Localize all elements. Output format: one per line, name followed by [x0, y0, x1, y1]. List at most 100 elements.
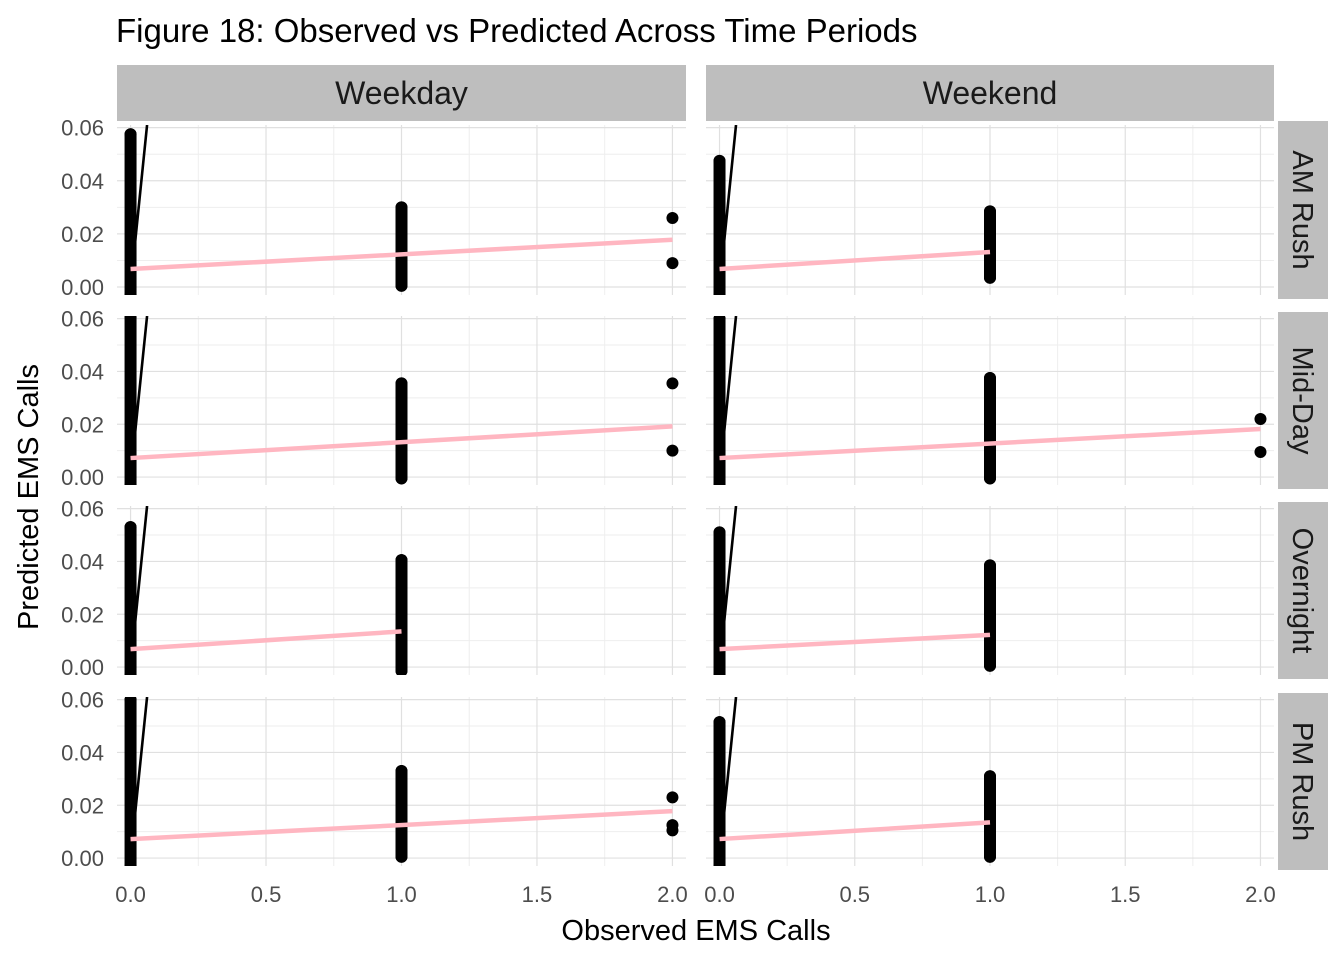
y-tick-label-pm-rush-1: 0.02	[61, 793, 104, 818]
x-tick-label-weekend-1: 0.5	[839, 882, 870, 907]
panel-weekday-mid-day-point-2	[395, 472, 408, 485]
panel-weekday-am-rush-point-3	[395, 201, 408, 214]
panel-weekday-mid-day-fit-line	[130, 424, 673, 461]
facet-strips: Weekday Weekend AM Rush Mid-Day Overnight PM …	[117, 65, 1328, 870]
panel-weekend-am-rush-point-2	[984, 271, 996, 284]
panel-weekend-pm-rush-point-2	[984, 850, 996, 863]
panel-weekend-mid-day	[706, 316, 1274, 485]
panel-weekday-overnight-point-0	[124, 669, 137, 675]
panel-weekend-am-rush-reference-line	[718, 125, 738, 288]
x-axis-label: Observed EMS Calls	[561, 915, 830, 947]
panel-weekday-pm-rush-point-2	[395, 850, 408, 863]
strip-label-am-rush: AM Rush	[1286, 150, 1318, 269]
panel-weekend-mid-day-point-0	[713, 479, 726, 485]
x-tick-label-weekend-3: 1.5	[1110, 882, 1141, 907]
panel-weekend-mid-day-point-3	[984, 372, 996, 385]
panel-weekday-am-rush-point-0	[124, 289, 137, 295]
y-tick-label-am-rush-3: 0.06	[61, 116, 104, 141]
panel-weekday-overnight-point-3	[395, 554, 408, 567]
panel-weekend-overnight-point-1	[713, 526, 726, 539]
y-tick-label-pm-rush-2: 0.04	[61, 740, 104, 765]
y-tick-label-overnight-2: 0.04	[61, 549, 104, 574]
panel-weekend-overnight-plot-area	[713, 506, 996, 675]
panel-weekday-mid-day	[117, 316, 686, 485]
x-tick-label-weekend-2: 1.0	[975, 882, 1006, 907]
strip-label-pm-rush: PM Rush	[1286, 722, 1318, 841]
panel-weekday-mid-day-point-4	[666, 377, 679, 390]
axes: 0.000.020.040.060.000.020.040.060.000.02…	[61, 116, 1276, 907]
panel-weekend-mid-day-fit-line	[719, 426, 1261, 461]
panel-weekend-am-rush-point-0	[713, 289, 726, 295]
panel-weekday-pm-rush-point-1	[124, 697, 137, 706]
panel-weekend-overnight-reference-line	[718, 506, 738, 668]
panel-weekend-mid-day-reference-line	[718, 316, 738, 478]
y-tick-label-overnight-1: 0.02	[61, 602, 104, 627]
strip-overnight	[1278, 502, 1328, 679]
panel-weekday-overnight-plot-area	[124, 506, 408, 675]
strip-label-weekend: Weekend	[923, 75, 1058, 111]
panel-weekend-am-rush-point-4	[984, 207, 996, 220]
x-tick-label-weekday-3: 1.5	[522, 882, 553, 907]
panel-weekday-overnight-reference-line	[129, 506, 149, 668]
panel-weekday-mid-day-plot-area	[124, 316, 679, 485]
panel-weekend-mid-day-plot-area	[713, 316, 1267, 485]
panel-weekday-pm-rush-fit-line	[130, 808, 673, 842]
panel-weekend-am-rush-plot-area	[713, 125, 996, 295]
strip-label-weekday: Weekday	[335, 75, 468, 111]
strip-label-mid-day: Mid-Day	[1286, 347, 1318, 455]
panel-weekday-pm-rush-point-0	[124, 860, 137, 866]
panel-weekday-mid-day-point-3	[395, 377, 408, 390]
x-tick-label-weekday-4: 2.0	[657, 882, 688, 907]
y-tick-label-am-rush-1: 0.02	[61, 222, 104, 247]
panel-weekend-pm-rush-fit-line	[719, 820, 991, 842]
panel-weekday-pm-rush-plot-area	[124, 697, 679, 866]
panel-weekday-pm-rush-point-4	[666, 791, 679, 804]
panel-weekday-overnight-point-1	[124, 521, 137, 534]
x-tick-label-weekday-2: 1.0	[386, 882, 417, 907]
panel-weekend-pm-rush-point-3	[984, 770, 996, 783]
panel-weekday-overnight-point-2	[395, 665, 408, 675]
y-tick-label-mid-day-3: 0.06	[61, 307, 104, 332]
panel-weekend-pm-rush-reference-line	[718, 697, 738, 859]
panel-weekend-overnight-point-2	[984, 659, 996, 672]
panel-weekday-pm-rush-point-3	[395, 764, 408, 777]
y-tick-label-mid-day-1: 0.02	[61, 412, 104, 437]
x-tick-label-weekday-1: 0.5	[251, 882, 282, 907]
panel-weekday-mid-day-reference-line	[129, 316, 149, 478]
y-tick-label-pm-rush-0: 0.00	[61, 846, 104, 871]
panel-weekend-pm-rush-point-0	[713, 860, 726, 866]
panel-weekend-am-rush	[706, 125, 1274, 295]
x-tick-label-weekday-0: 0.0	[115, 882, 146, 907]
strip-pm-rush	[1278, 693, 1328, 870]
panel-weekday-am-rush-point-2	[395, 279, 408, 292]
panel-weekday-am-rush	[117, 125, 686, 295]
strip-mid-day	[1278, 312, 1328, 489]
panel-weekday-am-rush-fit-line	[130, 237, 673, 272]
panel-weekday-am-rush-point-5	[666, 257, 679, 270]
panel-weekend-overnight-point-3	[984, 559, 996, 572]
panel-weekday-am-rush-point-4	[666, 211, 679, 224]
strip-label-overnight: Overnight	[1286, 528, 1318, 654]
panel-weekday-pm-rush-reference-line	[129, 697, 149, 859]
y-tick-label-overnight-0: 0.00	[61, 655, 104, 680]
panel-weekday-pm-rush	[117, 697, 686, 866]
panel-weekend-mid-day-point-4	[1254, 412, 1267, 425]
panel-weekend-overnight-fit-line	[719, 632, 991, 652]
panel-weekday-am-rush-point-1	[124, 128, 137, 141]
y-tick-label-pm-rush-3: 0.06	[61, 688, 104, 713]
panel-weekday-pm-rush-point-6	[666, 824, 679, 837]
x-tick-label-weekend-0: 0.0	[704, 882, 735, 907]
panel-weekend-am-rush-fit-line	[719, 249, 991, 272]
panel-weekday-overnight-fit-line	[130, 629, 402, 652]
panel-weekday-mid-day-point-1	[124, 316, 137, 324]
y-tick-label-am-rush-2: 0.04	[61, 169, 104, 194]
panel-weekend-overnight-point-0	[713, 669, 726, 675]
facet-panels	[117, 125, 1274, 866]
panel-weekend-mid-day-point-5	[1254, 445, 1267, 458]
panel-weekend-mid-day-point-2	[984, 472, 996, 485]
x-tick-label-weekend-4: 2.0	[1245, 882, 1276, 907]
y-tick-label-am-rush-0: 0.00	[61, 275, 104, 300]
y-tick-label-mid-day-2: 0.04	[61, 359, 104, 384]
panel-weekday-overnight	[117, 506, 686, 675]
